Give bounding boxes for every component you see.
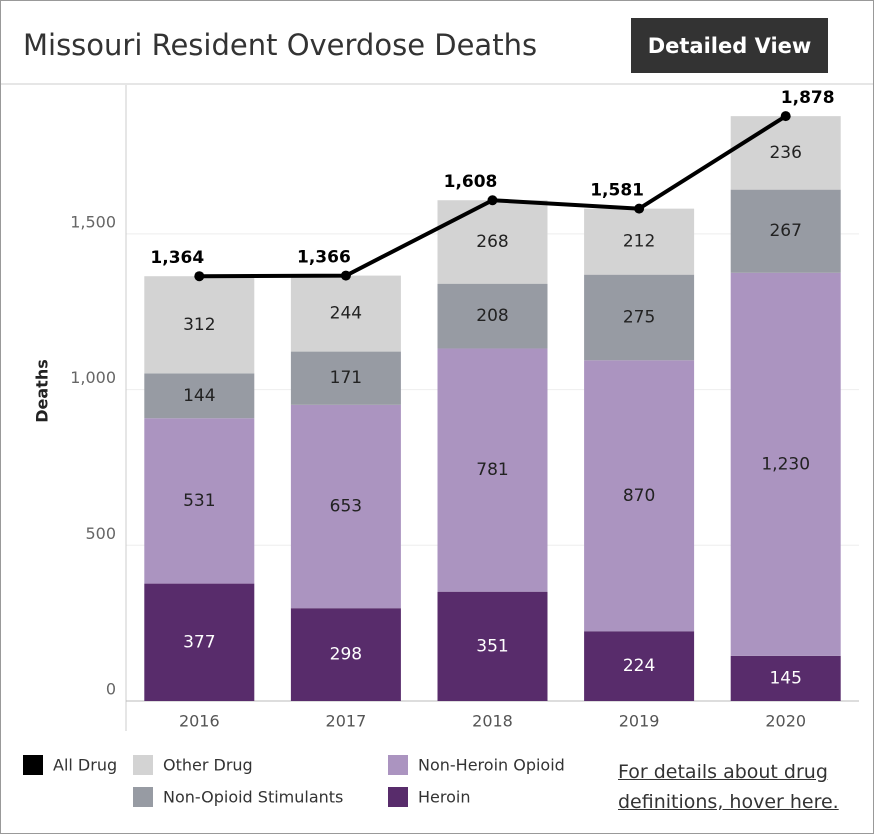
- data-label: 267: [769, 221, 801, 241]
- data-label: 145: [769, 668, 801, 688]
- bar-segment: [437, 283, 548, 349]
- legend-label: Non-Heroin Opioid: [418, 756, 565, 775]
- data-label: 208: [476, 306, 508, 326]
- total-label: 1,608: [444, 172, 498, 192]
- legend-swatch: [23, 755, 43, 775]
- data-label: 351: [476, 636, 508, 656]
- data-label: 144: [183, 386, 215, 406]
- legend-swatch: [388, 787, 408, 807]
- data-label: 212: [623, 232, 655, 252]
- data-label: 298: [330, 645, 362, 665]
- total-point: [634, 203, 645, 214]
- bar-segment: [730, 116, 841, 190]
- x-tick-label: 2019: [619, 712, 660, 731]
- bar-segment: [730, 655, 841, 701]
- y-tick-label: 1,500: [70, 212, 116, 231]
- x-tick-label: 2017: [326, 712, 367, 731]
- x-tick-label: 2020: [765, 712, 806, 731]
- legend-swatch: [388, 755, 408, 775]
- legend-label: Other Drug: [163, 756, 253, 775]
- total-label: 1,366: [297, 248, 351, 268]
- bar-segment: [584, 360, 695, 632]
- y-tick-label: 1,000: [70, 368, 116, 387]
- bar-segment: [437, 200, 548, 284]
- bar-segment: [584, 274, 695, 361]
- data-label: 870: [623, 486, 655, 506]
- data-label: 781: [476, 460, 508, 480]
- bar-segment: [437, 591, 548, 701]
- total-label: 1,581: [590, 181, 644, 201]
- bar-segment: [144, 583, 255, 701]
- total-label: 1,364: [150, 248, 204, 268]
- detailed-view-button[interactable]: Detailed View: [631, 18, 828, 73]
- data-label: 653: [330, 497, 362, 517]
- y-tick-label: 0: [106, 680, 116, 699]
- bar-segment: [144, 418, 255, 584]
- data-label: 1,230: [761, 454, 810, 474]
- y-axis-label: Deaths: [33, 359, 52, 423]
- bar-segment: [584, 208, 695, 275]
- bar-segment: [144, 373, 255, 419]
- data-label: 224: [623, 656, 655, 676]
- legend-label: Non-Opioid Stimulants: [163, 788, 343, 807]
- details-link[interactable]: For details about drug definitions, hove…: [618, 761, 839, 813]
- bar-segment: [730, 189, 841, 273]
- bar-segment: [290, 404, 401, 609]
- data-label: 171: [330, 368, 362, 388]
- bar-segment: [290, 275, 401, 352]
- x-tick-label: 2018: [472, 712, 513, 731]
- total-point: [194, 271, 205, 282]
- data-label: 377: [183, 632, 215, 652]
- data-label: 275: [623, 307, 655, 327]
- data-label: 312: [183, 315, 215, 335]
- x-tick-label: 2016: [179, 712, 220, 731]
- y-tick-label: 500: [85, 524, 116, 543]
- total-point: [340, 270, 351, 281]
- bar-segment: [290, 608, 401, 701]
- data-label: 531: [183, 491, 215, 511]
- legend-swatch: [133, 787, 153, 807]
- total-point: [487, 195, 498, 206]
- total-point: [780, 111, 791, 122]
- bar-segment: [290, 351, 401, 405]
- chart-title: Missouri Resident Overdose Deaths: [23, 28, 537, 62]
- bar-segment: [584, 631, 695, 701]
- legend-label: Heroin: [418, 788, 470, 807]
- bar-segment: [730, 272, 841, 656]
- bar-segment: [144, 276, 255, 374]
- bar-segment: [437, 348, 548, 592]
- data-label: 236: [769, 143, 801, 163]
- legend-label: All Drug: [53, 756, 117, 775]
- data-label: 268: [476, 232, 508, 252]
- legend-swatch: [133, 755, 153, 775]
- data-label: 244: [330, 304, 362, 324]
- total-label: 1,878: [781, 88, 835, 108]
